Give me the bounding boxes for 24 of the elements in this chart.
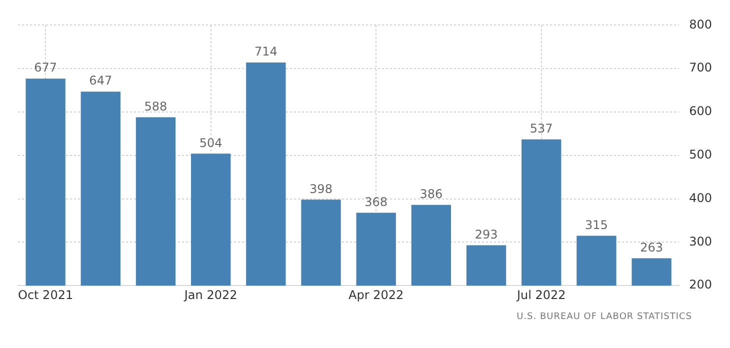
text: U.S. BUREAU OF LABOR STATISTICS (516, 312, 693, 322)
y-tick-label: 700 (689, 60, 712, 75)
y-tick-label: 600 (689, 104, 712, 118)
data-label: 588 (144, 99, 168, 114)
y-tick-label: 300 (689, 234, 712, 248)
data-label: 263 (640, 240, 664, 254)
y-tick-label: 500 (689, 148, 712, 162)
x-tick-label: Jul 2022 (516, 288, 566, 302)
x-tick-label: Oct 2021 (18, 288, 74, 302)
data-label: 368 (364, 194, 388, 209)
data-label: 647 (89, 74, 112, 88)
data-label: 315 (585, 218, 608, 232)
data-label: 537 (530, 121, 553, 136)
y-tick-label: 400 (689, 190, 712, 205)
data-label: 677 (34, 60, 57, 75)
data-label: 398 (310, 182, 332, 196)
data-label: 293 (474, 227, 498, 242)
data-label: 504 (199, 136, 222, 150)
y-tick-label: 200 (689, 278, 712, 292)
x-tick-label: Apr 2022 (348, 288, 404, 302)
y-tick-label: 800 (689, 17, 712, 32)
data-label: 386 (420, 187, 443, 201)
x-tick-label: Jan 2022 (183, 288, 238, 302)
data-label: 714 (254, 44, 278, 59)
